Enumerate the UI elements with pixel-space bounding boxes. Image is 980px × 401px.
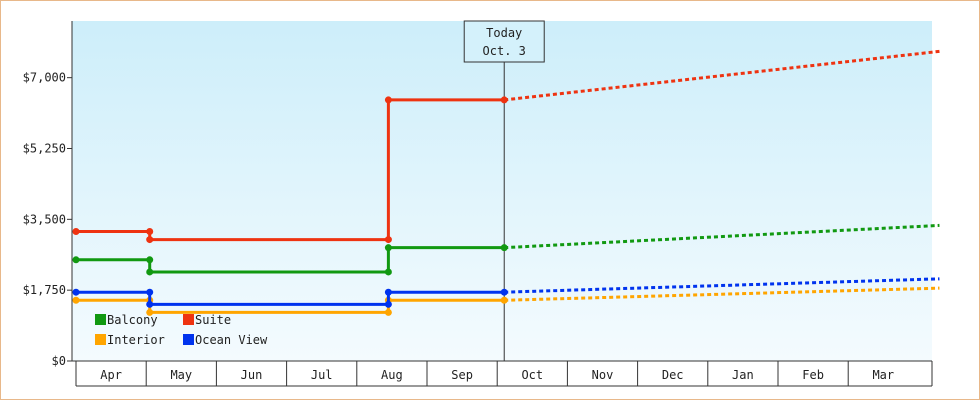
series-line <box>76 298 505 314</box>
data-point <box>146 300 154 308</box>
data-point <box>72 256 80 264</box>
legend-label: Interior <box>107 333 165 347</box>
month-label: Jan <box>732 368 754 382</box>
data-point <box>146 236 154 244</box>
data-point <box>146 268 154 276</box>
today-marker: Today Oct. 3 <box>463 20 545 361</box>
plot-background <box>72 21 932 361</box>
month-label: Jul <box>311 368 333 382</box>
series-line <box>76 246 505 274</box>
data-point <box>500 296 508 304</box>
data-point <box>146 256 154 264</box>
series-line <box>76 290 505 306</box>
month-label: Feb <box>802 368 824 382</box>
month-label: Oct <box>521 368 543 382</box>
today-box <box>463 20 545 63</box>
legend-label: Ocean View <box>195 333 268 347</box>
data-point <box>384 236 392 244</box>
legend: Balcony Suite Interior Ocean View <box>95 313 268 347</box>
data-point <box>384 300 392 308</box>
legend-swatch <box>183 314 194 325</box>
data-point <box>146 288 154 296</box>
month-label: Dec <box>662 368 684 382</box>
data-point <box>384 244 392 252</box>
data-point <box>72 296 80 304</box>
data-point <box>500 288 508 296</box>
data-point <box>72 227 80 235</box>
month-label: Mar <box>872 368 894 382</box>
legend-label: Balcony <box>107 313 158 327</box>
data-point <box>72 288 80 296</box>
data-point <box>500 96 508 104</box>
legend-swatch <box>95 334 106 345</box>
month-label: Sep <box>451 368 473 382</box>
legend-swatch <box>95 314 106 325</box>
series-projection-line <box>504 277 940 294</box>
month-label: Apr <box>100 368 122 382</box>
today-date: Oct. 3 <box>483 44 526 58</box>
data-point <box>500 244 508 252</box>
month-label: Nov <box>592 368 614 382</box>
data-point <box>384 96 392 104</box>
data-point <box>146 308 154 316</box>
data-point <box>384 268 392 276</box>
month-label: Jun <box>241 368 263 382</box>
legend-swatch <box>183 334 194 345</box>
data-point <box>384 288 392 296</box>
month-label: May <box>170 368 192 382</box>
y-tick-label: $3,500 <box>23 212 66 226</box>
today-label: Today <box>486 26 522 40</box>
y-tick-label: $5,250 <box>23 142 66 156</box>
x-axis: Apr May Jun Jul Aug Sep Oct Nov Dec Jan Feb Mar <box>72 360 933 387</box>
legend-label: Suite <box>195 313 231 327</box>
data-point <box>384 308 392 316</box>
series-projection-line <box>504 286 940 302</box>
series-line <box>76 98 505 242</box>
y-tick-label: $7,000 <box>23 71 66 85</box>
series-projection-line <box>504 223 940 250</box>
series-lines <box>72 49 940 316</box>
month-label: Aug <box>381 368 403 382</box>
y-tick-label: $1,750 <box>23 283 66 297</box>
series-projection-line <box>504 49 940 102</box>
y-axis: $0 $1,750 $3,500 $5,250 $7,000 <box>23 21 73 368</box>
y-tick-label: $0 <box>52 354 66 368</box>
data-point <box>146 227 154 235</box>
